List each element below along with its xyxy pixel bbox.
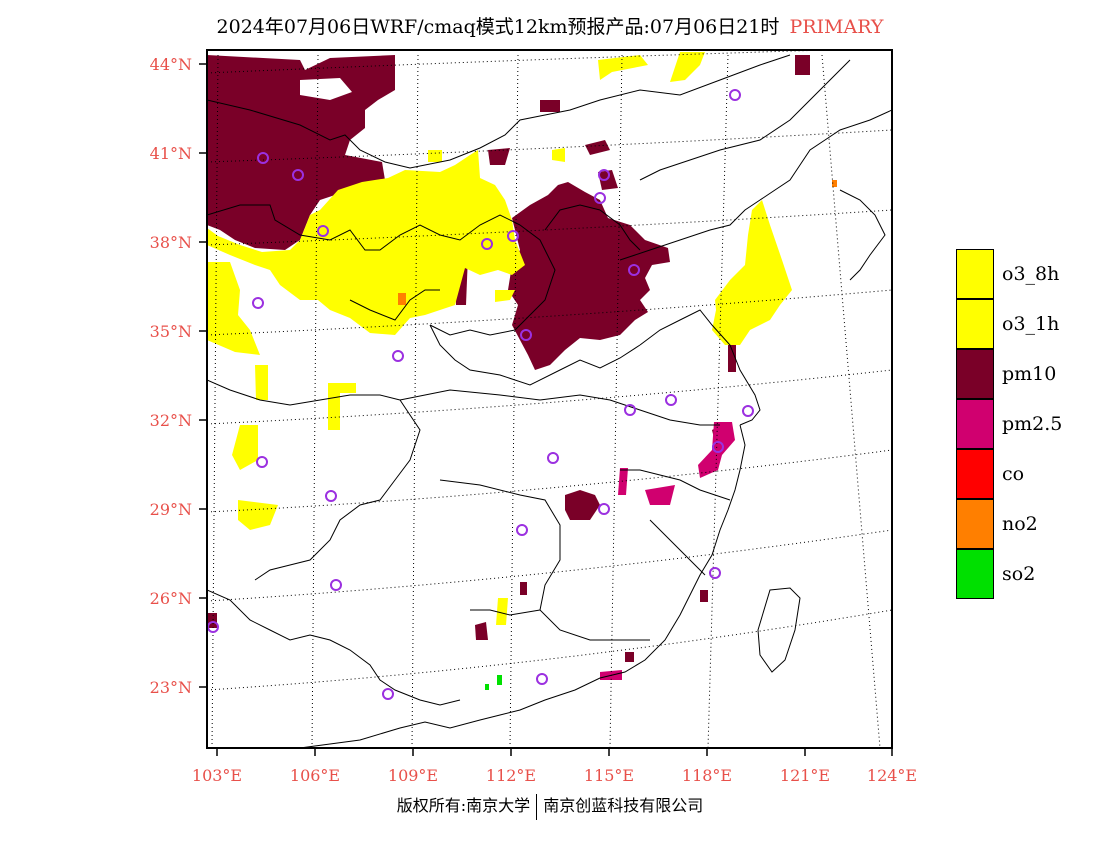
copyright: 版权所有:南京大学 南京创蓝科技有限公司 bbox=[0, 792, 1100, 820]
map-frame bbox=[206, 49, 893, 749]
legend-swatch bbox=[956, 349, 994, 399]
lon-label: 121°E bbox=[779, 766, 831, 785]
legend-label: co bbox=[1002, 463, 1025, 485]
lon-label: 112°E bbox=[485, 766, 537, 785]
so2-region bbox=[485, 675, 502, 690]
legend-label: pm2.5 bbox=[1002, 413, 1063, 435]
legend-swatch bbox=[956, 549, 994, 599]
pm25-region bbox=[600, 422, 735, 680]
lat-label: 38°N bbox=[149, 233, 192, 252]
lon-label: 115°E bbox=[583, 766, 635, 785]
axis-ticks bbox=[199, 63, 893, 756]
copyright-left: 版权所有:南京大学 bbox=[396, 796, 531, 815]
lat-label: 35°N bbox=[149, 322, 192, 341]
legend-swatch bbox=[956, 249, 994, 299]
map-title: 2024年07月06日WRF/cmaq模式12km预报产品:07月06日21时 P… bbox=[0, 12, 1100, 39]
title-main: 2024年07月06日WRF/cmaq模式12km预报产品:07月06日21时 bbox=[216, 16, 780, 38]
legend-swatch bbox=[956, 299, 994, 349]
copyright-right: 南京创蓝科技有限公司 bbox=[543, 796, 704, 815]
lat-label: 29°N bbox=[149, 500, 192, 519]
no2-region bbox=[398, 180, 837, 305]
borders bbox=[207, 54, 892, 748]
legend-label: o3_8h bbox=[1002, 263, 1060, 285]
lon-label: 106°E bbox=[289, 766, 341, 785]
station-markers bbox=[207, 89, 754, 700]
legend-swatch bbox=[956, 449, 994, 499]
lon-label: 124°E bbox=[866, 766, 918, 785]
legend-swatch bbox=[956, 399, 994, 449]
copyright-separator bbox=[536, 793, 538, 820]
lat-label: 32°N bbox=[149, 411, 192, 430]
lon-label: 103°E bbox=[191, 766, 243, 785]
legend-swatch bbox=[956, 499, 994, 549]
legend-label: no2 bbox=[1002, 513, 1038, 535]
lat-label: 41°N bbox=[149, 144, 192, 163]
lat-label: 44°N bbox=[149, 55, 192, 74]
title-tag: PRIMARY bbox=[789, 16, 884, 38]
lat-label: 26°N bbox=[149, 589, 192, 608]
lon-label: 118°E bbox=[681, 766, 733, 785]
o3-region bbox=[207, 52, 792, 625]
lat-label: 23°N bbox=[149, 678, 192, 697]
circle-station-marker-icon bbox=[729, 89, 741, 101]
legend-label: pm10 bbox=[1002, 363, 1057, 385]
legend-label: so2 bbox=[1002, 563, 1036, 585]
legend-label: o3_1h bbox=[1002, 313, 1060, 335]
lon-label: 109°E bbox=[387, 766, 439, 785]
